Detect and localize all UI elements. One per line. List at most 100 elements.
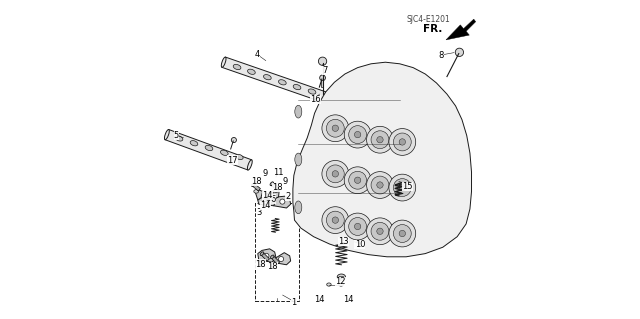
Ellipse shape — [221, 57, 226, 67]
Ellipse shape — [308, 89, 316, 94]
Ellipse shape — [293, 85, 301, 90]
Circle shape — [389, 220, 416, 247]
Circle shape — [455, 48, 463, 56]
Ellipse shape — [337, 236, 345, 241]
Ellipse shape — [270, 255, 274, 259]
Ellipse shape — [266, 204, 270, 206]
Circle shape — [394, 225, 412, 242]
Circle shape — [320, 75, 325, 81]
Ellipse shape — [273, 189, 278, 192]
Ellipse shape — [264, 75, 271, 80]
Polygon shape — [272, 189, 279, 199]
Polygon shape — [258, 198, 275, 206]
Circle shape — [264, 253, 269, 258]
Ellipse shape — [260, 252, 264, 256]
Text: 9: 9 — [262, 169, 268, 178]
Text: 9: 9 — [283, 177, 288, 186]
Circle shape — [389, 174, 416, 201]
Circle shape — [322, 160, 349, 187]
Circle shape — [371, 131, 389, 149]
Text: 18: 18 — [255, 260, 266, 269]
Circle shape — [399, 184, 406, 191]
Ellipse shape — [252, 183, 255, 187]
Ellipse shape — [327, 94, 332, 104]
Circle shape — [355, 177, 361, 183]
Circle shape — [326, 211, 344, 229]
Ellipse shape — [271, 263, 276, 267]
Text: 4: 4 — [254, 50, 259, 59]
Circle shape — [332, 125, 339, 131]
Bar — [321, 80, 323, 87]
Circle shape — [399, 230, 406, 237]
Ellipse shape — [337, 274, 346, 280]
Circle shape — [377, 182, 383, 188]
Text: 10: 10 — [355, 240, 365, 249]
Bar — [271, 256, 280, 264]
Ellipse shape — [220, 150, 228, 155]
Circle shape — [344, 121, 371, 148]
Circle shape — [349, 218, 367, 235]
Bar — [261, 253, 269, 261]
Text: 2: 2 — [285, 192, 291, 201]
Text: 18: 18 — [268, 262, 278, 271]
Circle shape — [355, 223, 361, 230]
Ellipse shape — [248, 160, 252, 170]
Ellipse shape — [295, 201, 302, 214]
Circle shape — [371, 222, 389, 240]
Circle shape — [344, 213, 371, 240]
Ellipse shape — [338, 276, 344, 280]
Ellipse shape — [205, 145, 213, 151]
Text: 14: 14 — [262, 191, 273, 200]
Bar — [271, 182, 279, 190]
Circle shape — [322, 115, 349, 142]
Circle shape — [319, 57, 326, 65]
Text: 7: 7 — [322, 66, 328, 75]
Circle shape — [389, 129, 416, 155]
Text: 14: 14 — [260, 201, 271, 210]
Text: 14: 14 — [314, 295, 324, 304]
Text: 18: 18 — [273, 183, 284, 192]
Ellipse shape — [339, 283, 343, 286]
Circle shape — [367, 218, 394, 245]
Text: 3: 3 — [256, 208, 261, 217]
Ellipse shape — [278, 80, 286, 85]
Ellipse shape — [268, 196, 273, 199]
Bar — [252, 183, 260, 191]
Text: 13: 13 — [338, 237, 349, 246]
Polygon shape — [165, 130, 252, 170]
Ellipse shape — [236, 154, 243, 160]
Ellipse shape — [339, 237, 344, 240]
Text: 18: 18 — [251, 177, 262, 186]
Text: 16: 16 — [310, 95, 321, 104]
Ellipse shape — [164, 130, 170, 140]
Circle shape — [322, 207, 349, 234]
Text: 11: 11 — [273, 168, 283, 177]
Ellipse shape — [254, 189, 259, 193]
Circle shape — [399, 139, 406, 145]
Circle shape — [231, 137, 236, 143]
Ellipse shape — [248, 69, 255, 74]
Text: 17: 17 — [227, 156, 238, 165]
Circle shape — [394, 179, 412, 197]
Circle shape — [367, 126, 394, 153]
Ellipse shape — [295, 153, 302, 166]
Text: FR.: FR. — [424, 24, 443, 34]
Circle shape — [278, 256, 284, 262]
Circle shape — [263, 199, 268, 204]
Text: 12: 12 — [335, 277, 346, 286]
Circle shape — [344, 167, 371, 194]
Polygon shape — [446, 19, 476, 40]
Circle shape — [349, 126, 367, 144]
Ellipse shape — [259, 261, 264, 265]
Polygon shape — [258, 249, 276, 262]
Text: SJC4-E1201: SJC4-E1201 — [406, 15, 451, 24]
Circle shape — [326, 119, 344, 137]
Text: 6: 6 — [271, 195, 276, 204]
Circle shape — [367, 172, 394, 198]
Bar — [255, 203, 300, 301]
Polygon shape — [222, 57, 332, 104]
Text: 14: 14 — [344, 295, 354, 304]
Polygon shape — [255, 190, 262, 200]
Polygon shape — [272, 253, 291, 265]
Circle shape — [326, 165, 344, 183]
